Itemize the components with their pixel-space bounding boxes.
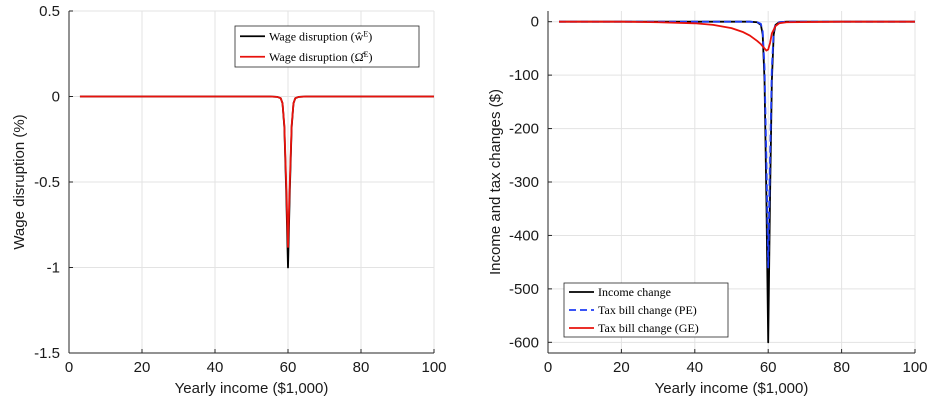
- x-tick-label-1-2: 40: [686, 359, 703, 376]
- x-tick-label-0-1: 20: [134, 359, 151, 376]
- x-tick-label-0-2: 40: [207, 359, 224, 376]
- legend-0: Wage disruption (ŵE) Wage disruption (Ω̂E…: [234, 25, 420, 68]
- x-tick-label-0-0: 0: [65, 359, 73, 376]
- y-tick-label-0-4: -1.5: [34, 345, 60, 362]
- y-axis-label-1: Income and tax changes ($): [487, 89, 504, 275]
- series-line-1-2: [559, 20, 915, 52]
- legend-label-1-0: Income change: [598, 285, 671, 299]
- series-line-0-1: [79, 95, 434, 248]
- y-tick-label-0-2: -0.5: [34, 174, 60, 191]
- x-tick-label-1-1: 20: [613, 359, 630, 376]
- legend-label-1-1: Tax bill change (PE): [598, 303, 697, 317]
- legend-1: Income change Tax bill change (PE) Tax bil…: [563, 282, 729, 338]
- x-tick-label-1-3: 60: [760, 359, 777, 376]
- x-axis-label-1: Yearly income ($1,000): [655, 380, 809, 397]
- x-tick-label-0-4: 80: [353, 359, 370, 376]
- x-tick-label-0-3: 60: [280, 359, 297, 376]
- chart-1: 0 20 40 60 80 100 0.5 0 -0.5 -1 -1.5 Yearly income …: [11, 3, 447, 397]
- y-tick-label-1-5: -500: [509, 281, 539, 298]
- x-axis-label-0: Yearly income ($1,000): [175, 380, 329, 397]
- legend-label-0-0: Wage disruption (ŵE): [269, 29, 372, 44]
- y-tick-label-1-2: -200: [509, 121, 539, 138]
- legend-box-0: [234, 25, 420, 68]
- x-tick-label-1-0: 0: [544, 359, 552, 376]
- chart-2: 0 20 40 60 80 100 0 -100 -200 -300 -400 -500 -600 Yea…: [487, 11, 928, 397]
- x-tick-label-1-4: 80: [833, 359, 850, 376]
- y-tick-label-1-3: -300: [509, 174, 539, 191]
- x-tick-label-0-5: 100: [421, 359, 446, 376]
- y-tick-label-1-6: -600: [509, 334, 539, 351]
- y-tick-label-1-0: 0: [531, 14, 539, 31]
- y-tick-label-0-1: 0: [52, 89, 60, 106]
- y-tick-label-1-4: -400: [509, 227, 539, 244]
- y-tick-label-1-1: -100: [509, 67, 539, 84]
- legend-label-0-1: Wage disruption (Ω̂E): [269, 49, 373, 64]
- y-tick-label-0-3: -1: [47, 260, 60, 277]
- series-line-1-1: [559, 20, 915, 269]
- x-tick-label-1-5: 100: [902, 359, 927, 376]
- legend-label-1-2: Tax bill change (GE): [598, 321, 699, 335]
- y-axis-label-0: Wage disruption (%): [11, 114, 28, 249]
- y-tick-label-0-0: 0.5: [39, 3, 60, 20]
